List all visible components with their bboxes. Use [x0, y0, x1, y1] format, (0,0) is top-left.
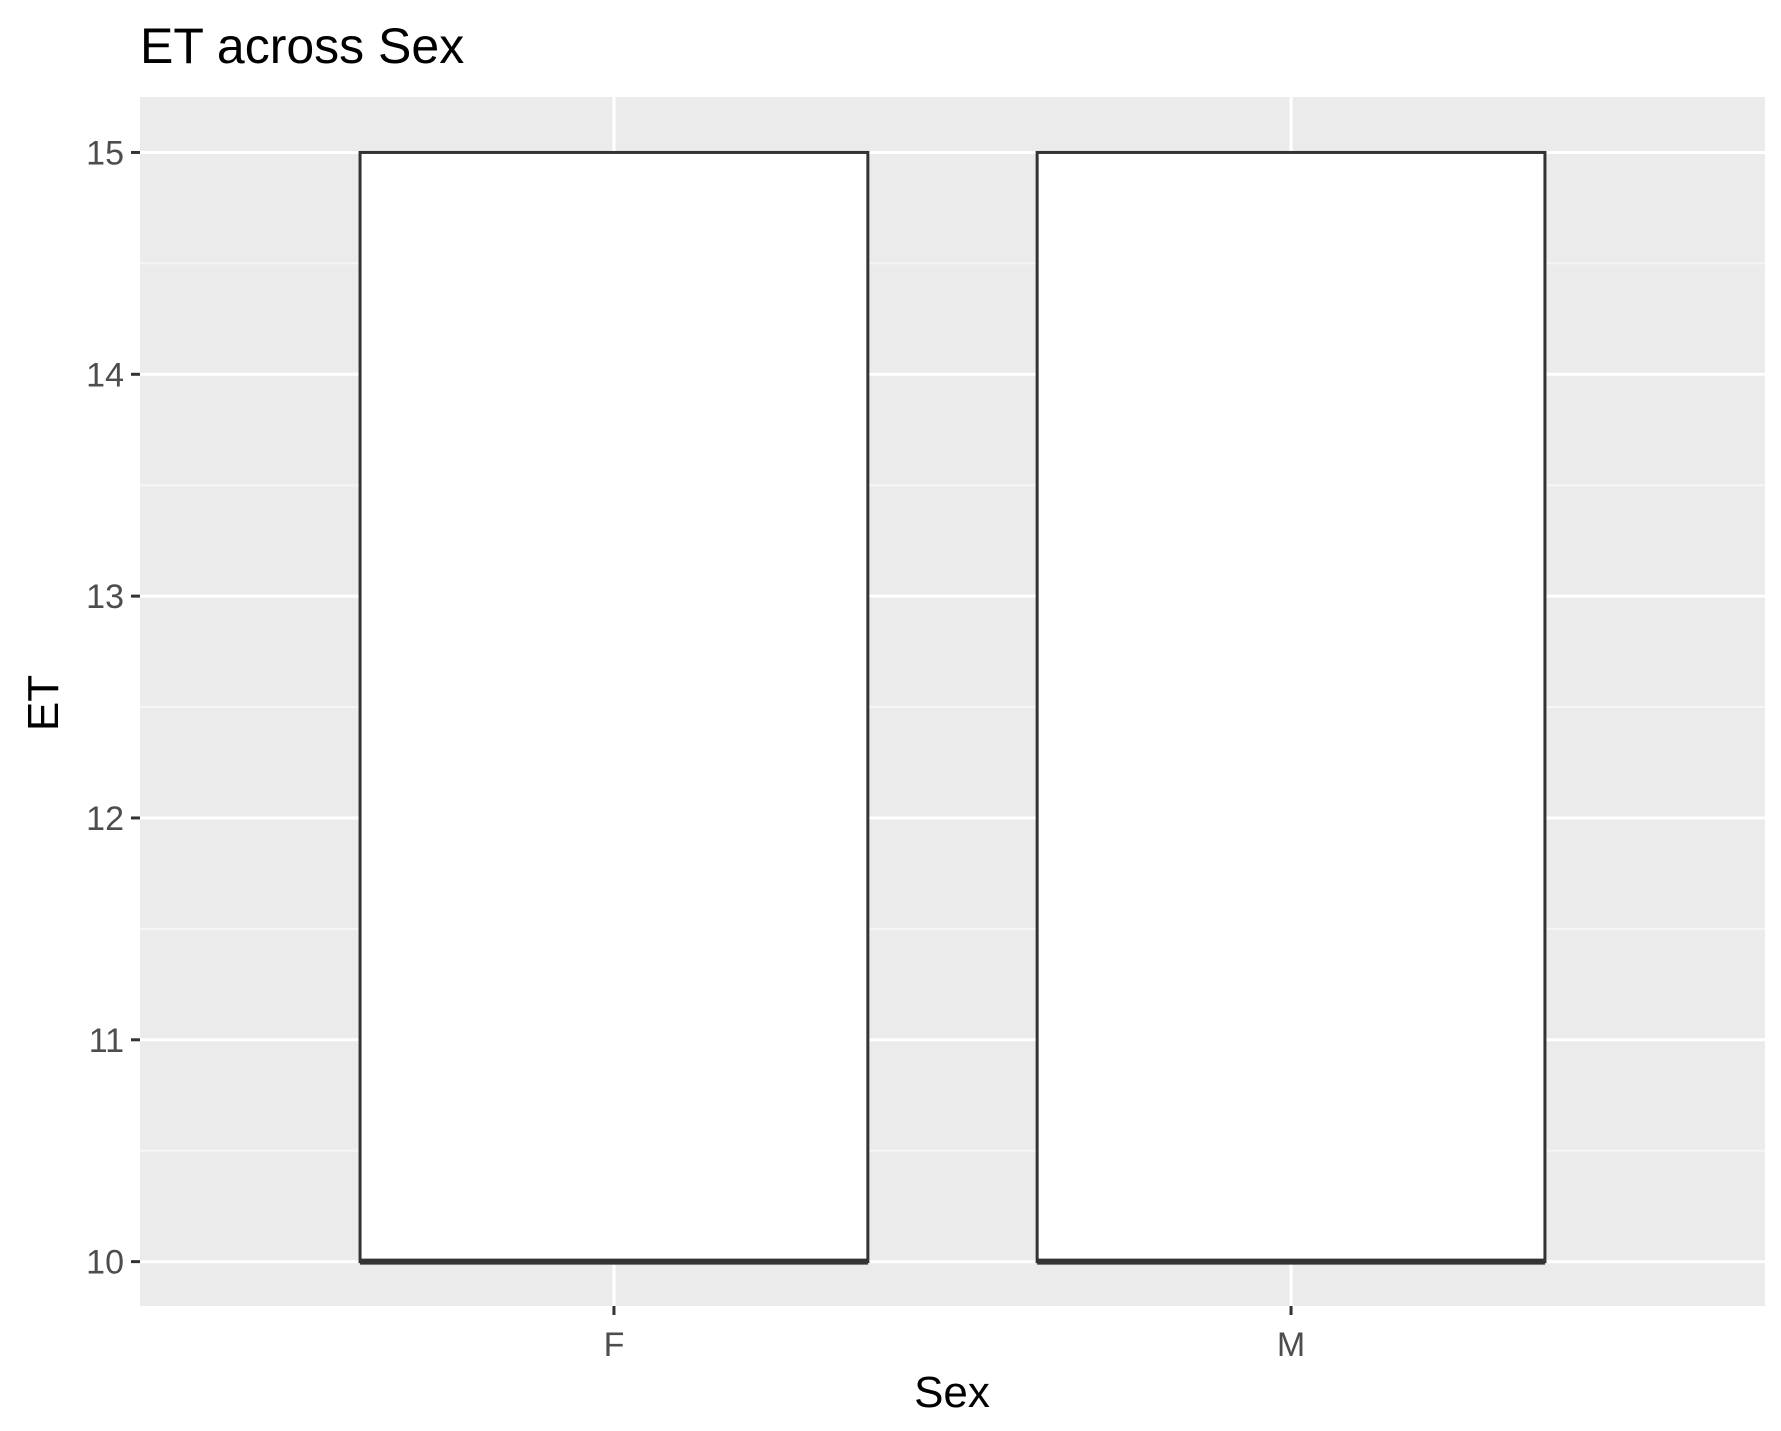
- x-tick-label: M: [1277, 1326, 1305, 1364]
- x-tick-label: F: [604, 1326, 625, 1364]
- y-tick-label: 11: [89, 1022, 124, 1060]
- y-tick-label: 12: [86, 800, 124, 838]
- y-tick-label: 15: [86, 134, 124, 172]
- y-axis: 10 11 12 13 14 15: [86, 134, 140, 1282]
- box-body: [358, 150, 870, 1264]
- y-tick-label: 14: [86, 356, 124, 394]
- boxplot-boxes: [358, 150, 1547, 1265]
- x-axis-title: Sex: [914, 1368, 990, 1417]
- y-tick-label: 13: [86, 578, 124, 616]
- y-axis-title: ET: [19, 675, 68, 731]
- box-body: [1035, 150, 1547, 1264]
- y-tick-label: 10: [86, 1244, 124, 1282]
- box-F: [358, 150, 870, 1265]
- box-M: [1035, 150, 1547, 1265]
- chart-title: ET across Sex: [140, 18, 464, 74]
